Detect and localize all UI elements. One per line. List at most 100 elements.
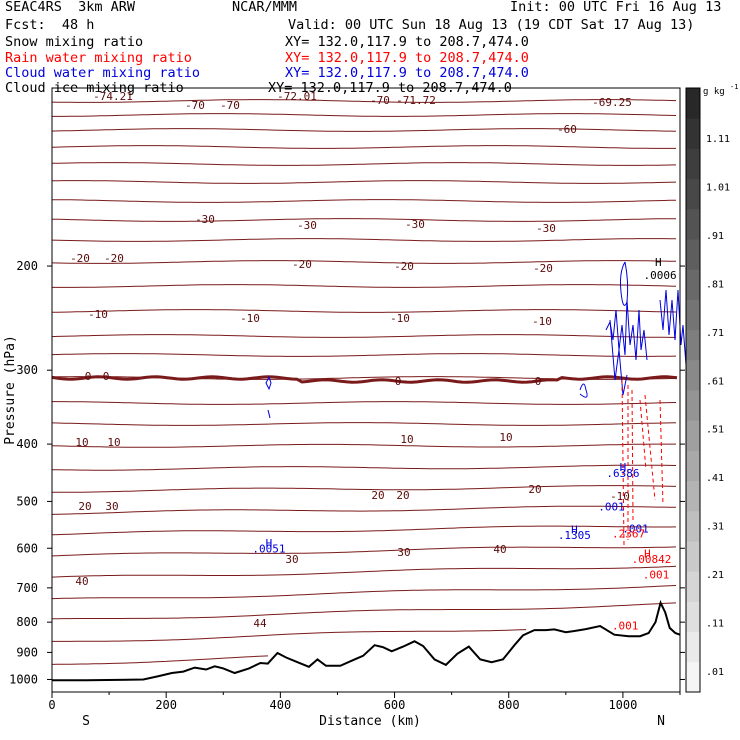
contour-label: 30 — [397, 546, 410, 559]
temperature-contours — [51, 99, 678, 665]
field-name-snow: Snow mixing ratio — [5, 34, 144, 50]
colorbar-cell — [686, 269, 700, 300]
colorbar-cell — [686, 239, 700, 270]
rain-water-contour — [631, 389, 634, 521]
colorbar-cell — [686, 480, 700, 512]
cloud-water-contour — [620, 261, 629, 306]
annotation-label: .001 — [622, 523, 649, 536]
x-tick-label: 600 — [384, 698, 406, 712]
temperature-contour — [52, 309, 677, 313]
colorbar-cell — [686, 148, 700, 180]
y-tick-label: 200 — [16, 259, 38, 273]
colorbar-level-label: .91 — [706, 231, 724, 242]
rain-water-contour — [644, 394, 656, 501]
cloud-water-contour — [265, 375, 272, 391]
annotation-label: .001 — [598, 501, 625, 514]
colorbar-cell — [686, 118, 700, 149]
model-title: SEAC4RS 3km ARW — [5, 0, 136, 15]
colorbar-unit: g kg — [703, 87, 725, 97]
colorbar: g kg -1 .01 .11 .21 .31 .41 .51 .61 .71 .81 .91 1.01… — [685, 83, 738, 693]
temperature-contour — [51, 218, 676, 222]
cloud-water-contours — [265, 261, 687, 419]
forecast-hour: Fcst: 48 h — [5, 17, 95, 33]
y-tick-label: 800 — [16, 615, 38, 629]
contour-label: -70 — [185, 99, 205, 112]
temperature-contour — [51, 99, 677, 103]
temperature-contour — [51, 260, 677, 264]
temperature-contour — [52, 180, 677, 184]
annotations: H.0051H.1305H.6386.001.001.2367H.00842.0… — [252, 256, 676, 632]
contour-label: 10 — [400, 433, 413, 446]
annotation-label: .00842 — [632, 553, 672, 566]
colorbar-cell — [686, 359, 700, 391]
contour-label: -20 — [292, 258, 312, 271]
field-xy-rain: XY= 132.0,117.9 to 208.7,474.0 — [285, 50, 529, 66]
contour-label: -20 — [533, 262, 553, 275]
temperature-contour — [52, 199, 677, 203]
cloud-water-contour — [659, 289, 687, 366]
contour-label: -69.25 — [592, 96, 632, 109]
contour-label: -60 — [557, 123, 577, 136]
temperature-contour — [51, 525, 677, 536]
x-axis: 0 200 400 600 800 1000 — [48, 692, 681, 712]
contour-label: 0 — [395, 375, 402, 388]
temperature-contour — [52, 485, 677, 493]
colorbar-cell — [686, 541, 700, 572]
contour-label: -30 — [195, 213, 215, 226]
temperature-contour — [51, 464, 677, 471]
north-label: N — [657, 714, 665, 729]
colorbar-level-label: .31 — [706, 522, 724, 533]
colorbar-level-label: .71 — [706, 328, 724, 339]
x-tick-label: 800 — [498, 698, 520, 712]
contour-label: 0 — [535, 375, 542, 388]
plot-frame — [51, 87, 681, 693]
contour-label: 20 — [371, 489, 384, 502]
contour-label: -30 — [297, 219, 317, 232]
colorbar-cell — [686, 420, 700, 451]
x-tick-label: 400 — [270, 698, 292, 712]
colorbar-cell — [686, 178, 700, 210]
contour-label: -10 — [390, 312, 410, 325]
x-axis-label: Distance (km) — [319, 714, 421, 729]
colorbar-cell — [686, 450, 700, 482]
colorbar-cell — [686, 299, 700, 331]
annotation-label: .6386 — [606, 467, 639, 480]
temperature-contour — [52, 284, 677, 288]
contour-label: -30 — [536, 222, 556, 235]
colorbar-level-label: .01 — [706, 667, 724, 678]
annotation-label: H — [644, 547, 651, 560]
x-tick-label: 200 — [155, 698, 177, 712]
colorbar-level-label: 1.11 — [706, 134, 730, 145]
temperature-contour — [51, 443, 676, 448]
contour-label: -20 — [70, 252, 90, 265]
contour-label: -10 — [88, 308, 108, 321]
contour-label: -10 — [610, 490, 630, 503]
temperature-contour — [52, 629, 527, 642]
contour-label: 0 — [85, 370, 92, 383]
colorbar-level-label: .41 — [706, 473, 724, 484]
temperature-contour — [51, 162, 677, 166]
terrain-line — [52, 599, 681, 682]
contour-label: 30 — [105, 500, 118, 513]
annotation-label: H — [266, 537, 273, 550]
x-tick-label: 1000 — [608, 698, 637, 712]
zero-degree-isotherm — [51, 375, 678, 384]
contour-label: 10 — [107, 436, 120, 449]
annotation-label: H — [620, 461, 627, 474]
colorbar-level-label: 1.01 — [706, 182, 730, 193]
x-tick-label: 0 — [48, 698, 55, 712]
y-tick-label: 400 — [16, 437, 38, 451]
y-axis-label: Pressure (hPa) — [3, 335, 18, 445]
annotation-label: .1305 — [558, 529, 591, 542]
cloud-water-contour — [609, 319, 628, 396]
colorbar-cell — [686, 661, 700, 693]
temperature-contour — [51, 422, 677, 426]
temperature-contour — [51, 655, 269, 665]
colorbar-cell — [686, 510, 700, 542]
contour-label: 10 — [499, 431, 512, 444]
colorbar-cell — [686, 329, 700, 361]
colorbar-level-label: .61 — [706, 376, 724, 387]
colorbar-cell — [686, 88, 700, 119]
